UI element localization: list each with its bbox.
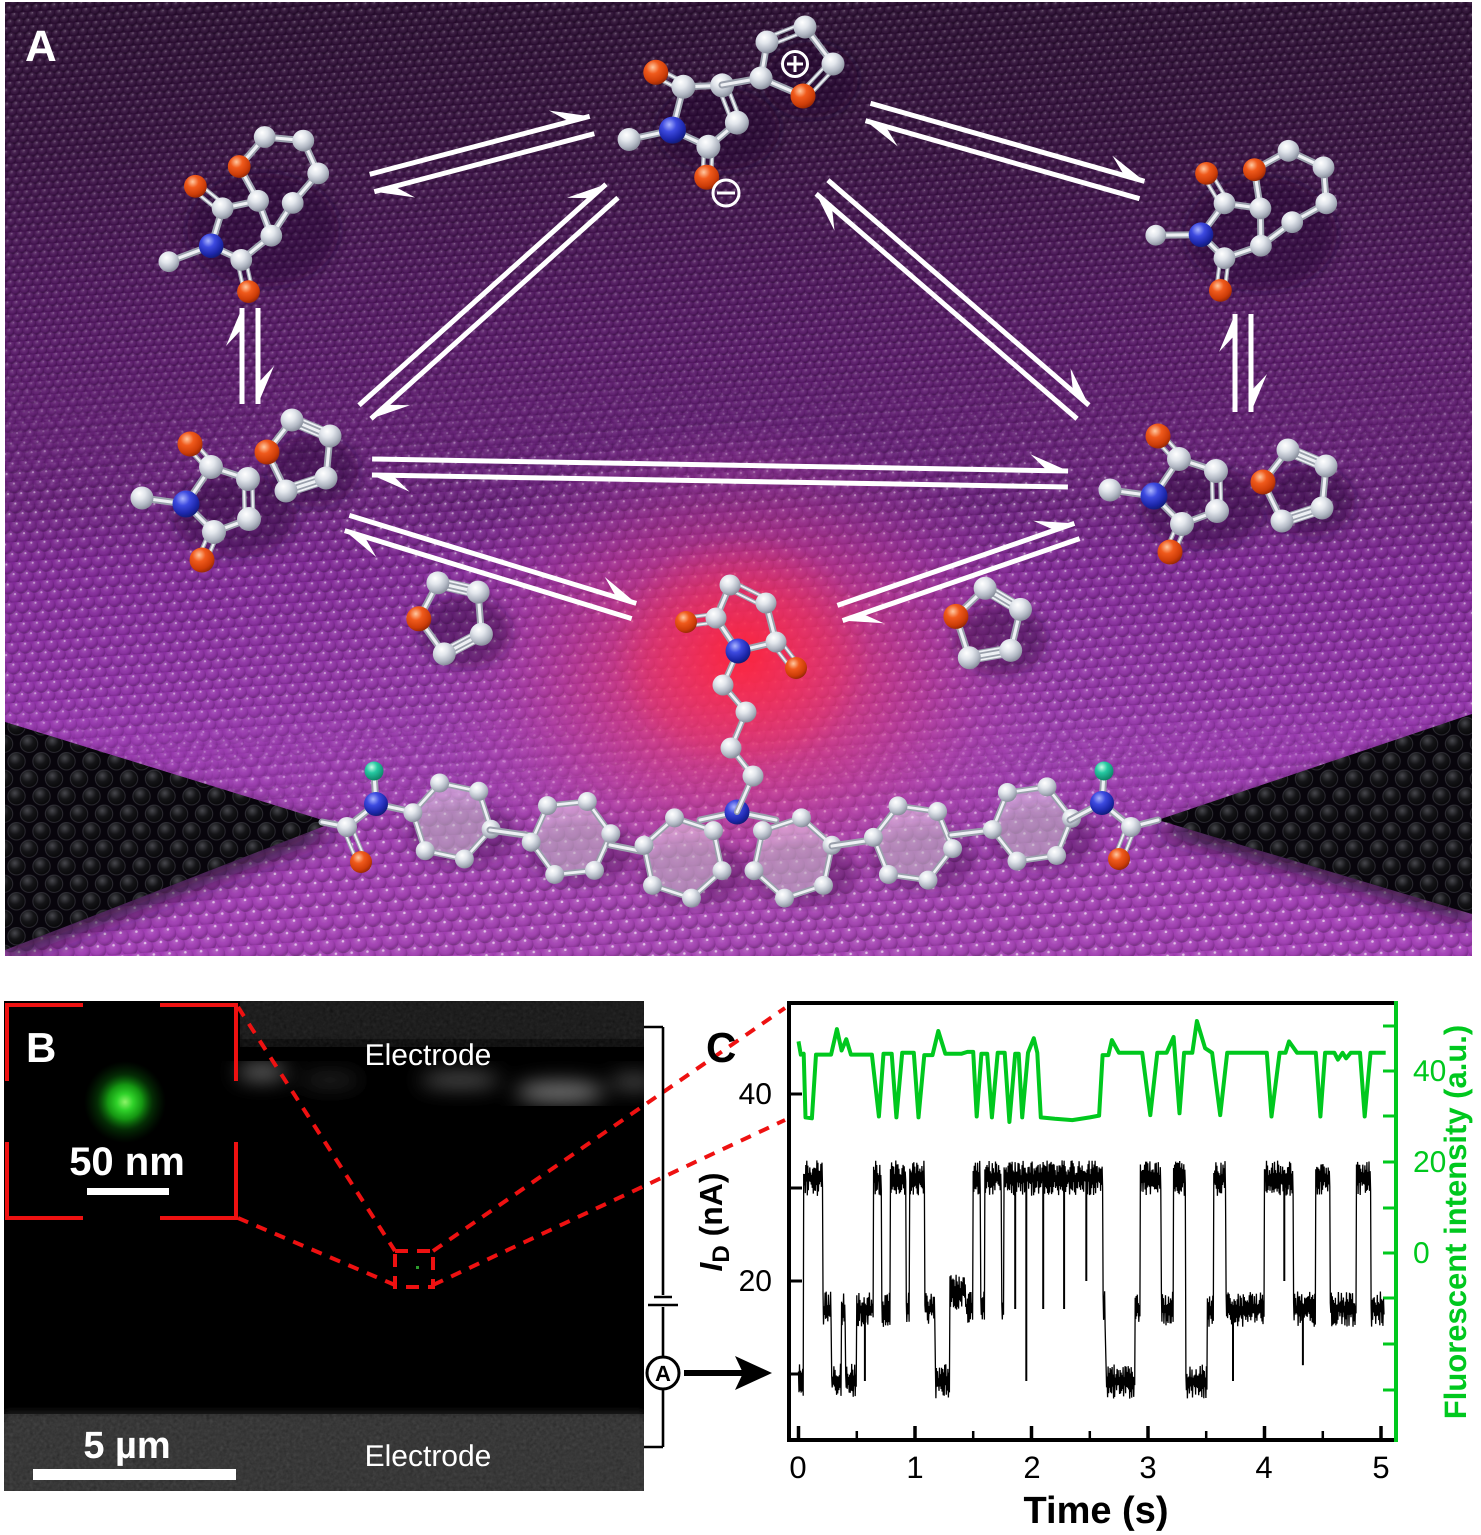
svg-text:Electrode: Electrode [365, 1440, 492, 1473]
svg-text:Fluorescent intensity (a.u.): Fluorescent intensity (a.u.) [1438, 1025, 1473, 1419]
svg-text:3: 3 [1139, 1450, 1156, 1485]
svg-text:4: 4 [1255, 1450, 1272, 1485]
svg-text:A: A [655, 1361, 671, 1386]
svg-text:B: B [26, 1024, 56, 1071]
svg-text:1: 1 [906, 1450, 923, 1485]
svg-text:20: 20 [739, 1265, 772, 1298]
svg-text:Time (s): Time (s) [1023, 1490, 1168, 1532]
svg-text:C: C [706, 1024, 736, 1071]
svg-text:0: 0 [789, 1450, 806, 1485]
svg-text:ID (nA): ID (nA) [693, 1172, 735, 1271]
svg-text:5 µm: 5 µm [83, 1425, 170, 1467]
svg-text:2: 2 [1023, 1450, 1040, 1485]
svg-text:5: 5 [1372, 1450, 1389, 1485]
svg-text:50 nm: 50 nm [69, 1140, 185, 1184]
svg-text:20: 20 [1413, 1146, 1446, 1179]
svg-text:Electrode: Electrode [365, 1039, 492, 1072]
svg-text:A: A [25, 22, 57, 71]
svg-text:40: 40 [1413, 1055, 1446, 1088]
svg-text:0: 0 [1413, 1237, 1430, 1270]
svg-text:40: 40 [739, 1078, 772, 1111]
